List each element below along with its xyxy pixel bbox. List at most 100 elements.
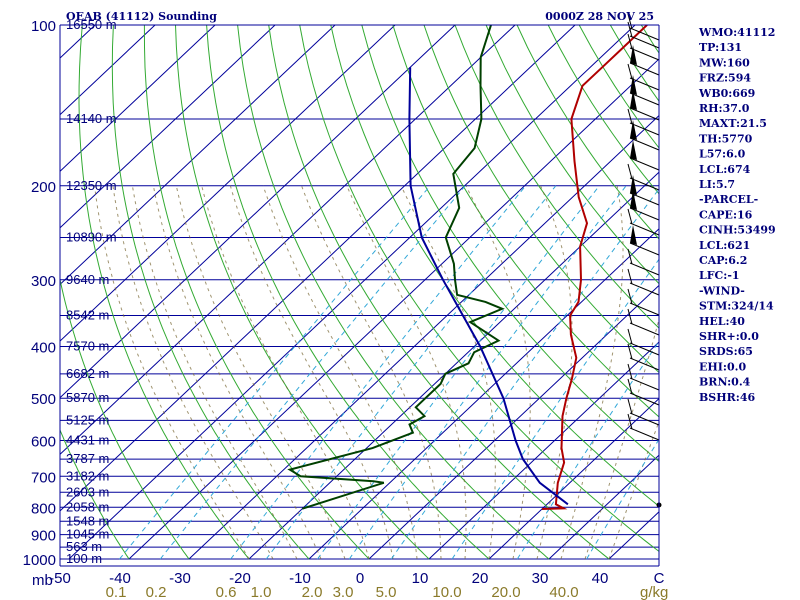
chart-title: OEAB (41112) Sounding	[66, 10, 217, 23]
pressure-tick-label: 100	[31, 18, 56, 35]
index-line: L57:6.0	[699, 148, 746, 161]
wind-barb-shaft	[629, 377, 660, 391]
wind-barb-feather	[627, 413, 633, 430]
temperature-tick-label: -10	[289, 570, 311, 587]
pressure-tick-label: 800	[31, 500, 56, 517]
temperature-tick-label: -40	[109, 570, 131, 587]
indices-panel: WMO:41112 TP:131 MW:160 FRZ:594 WB0:669 RH:37…	[698, 26, 776, 404]
temperature-tick-label: 30	[532, 570, 549, 587]
dry-adiabat	[392, 25, 659, 418]
height-label: 1548 m	[66, 513, 109, 528]
wind-barb-shaft	[629, 27, 660, 41]
dry-adiabat	[175, 25, 430, 560]
height-label: 14140 m	[66, 111, 117, 126]
wind-barb-flag	[630, 120, 637, 140]
wind-barb-feather	[627, 363, 633, 380]
isotherm	[60, 25, 516, 455]
index-line: CAPE:16	[699, 208, 753, 221]
mixing-ratio-line	[451, 258, 659, 560]
plot-frame	[59, 24, 660, 567]
wind-barb-feather	[627, 248, 633, 265]
wind-barb-shaft	[629, 427, 660, 441]
mixing-ratio-line	[265, 185, 557, 560]
index-line: LFC:-1	[699, 269, 740, 282]
temperature-unit-label: C	[654, 570, 665, 587]
height-label: 5125 m	[66, 412, 109, 427]
wind-barb-shaft	[629, 192, 660, 206]
index-line: CAP:6.2	[699, 254, 747, 267]
index-line: TP:131	[699, 41, 742, 54]
temperature-tick-label: 0	[356, 570, 364, 587]
isotherm	[428, 341, 659, 560]
moist-adiabat	[301, 185, 442, 559]
isotherm	[60, 25, 456, 399]
mixing-ratio-label: 10.0	[432, 584, 461, 600]
wind-barb-shaft	[629, 92, 660, 106]
dry-adiabat	[485, 25, 659, 285]
index-line: LCL:621	[699, 239, 750, 252]
dry-adiabat	[299, 25, 659, 552]
pressure-tick-label: 1000	[23, 552, 56, 569]
mixing-ratio-label: 3.0	[333, 584, 354, 600]
isotherm	[308, 228, 659, 560]
height-label: 7570 m	[66, 339, 109, 354]
height-label: 2058 m	[66, 499, 109, 514]
temperature-tick-label: -50	[49, 570, 71, 587]
height-label: 1045 m	[66, 527, 109, 542]
height-label: 12350 m	[66, 178, 117, 193]
index-line: HEL:40	[699, 315, 745, 328]
dry-adiabat	[268, 25, 610, 560]
isotherm	[68, 25, 636, 560]
wind-barb-flag	[630, 45, 637, 65]
wind-barb-shaft	[629, 357, 660, 371]
wind-barb-feather	[627, 328, 633, 345]
wind-barb-feather	[627, 343, 633, 360]
pressure-tick-label: 400	[31, 340, 56, 357]
index-line: LI:5.7	[699, 178, 735, 191]
index-line: MW:160	[699, 56, 750, 69]
dry-adiabat	[60, 277, 190, 560]
index-line: MAXT:21.5	[699, 117, 767, 130]
moist-adiabat	[175, 185, 346, 560]
wind-barb-flag	[630, 75, 637, 95]
pressure-tick-label: 600	[31, 434, 56, 451]
wind-barb-feather	[627, 13, 633, 30]
wind-barb-feather	[627, 63, 633, 80]
mixing-ratio-label: 0.1	[106, 584, 127, 600]
wind-barb-flag	[630, 140, 637, 160]
wind-barb-feather	[627, 398, 633, 415]
index-line: LCL:674	[699, 163, 751, 176]
isotherm	[60, 25, 276, 229]
height-label: 6682 m	[66, 366, 109, 381]
index-line: -WIND-	[699, 284, 745, 297]
mixing-ratio-label: 0.2	[146, 584, 167, 600]
index-line: BRN:0.4	[699, 376, 751, 389]
dry-adiabat	[237, 25, 550, 560]
wind-barb-feather	[627, 33, 633, 50]
temperature-tick-label: -30	[169, 570, 191, 587]
height-label: 16550 m	[66, 17, 117, 32]
chart-time: 0000Z 28 NOV 25	[545, 10, 654, 23]
wind-barb-shaft	[629, 47, 660, 61]
temperature-tick-label: 40	[592, 570, 609, 587]
moist-adiabat	[346, 185, 467, 560]
temperature-tick-label: 20	[472, 570, 489, 587]
wind-barb-feather	[627, 163, 633, 180]
mixing-ratio-label: 2.0	[302, 584, 323, 600]
wind-barb-shaft	[629, 35, 660, 49]
mixing-ratio-label: 20.0	[491, 584, 520, 600]
height-label: 4431 m	[66, 433, 109, 448]
isotherm	[60, 25, 396, 342]
isotherm	[548, 454, 659, 560]
dewpoint-line	[287, 25, 505, 510]
wind-barb-shaft	[629, 282, 660, 296]
height-label: 5870 m	[66, 390, 109, 405]
isotherm	[248, 171, 659, 560]
index-line: WMO:41112	[698, 26, 775, 39]
mixing-ratio-line	[390, 188, 659, 560]
mixing-ratio-line	[516, 340, 659, 560]
height-label: 563 m	[66, 539, 102, 554]
pressure-tick-label: 200	[31, 179, 56, 196]
wind-barb-shaft	[629, 107, 660, 121]
index-line: WB0:669	[698, 87, 755, 100]
